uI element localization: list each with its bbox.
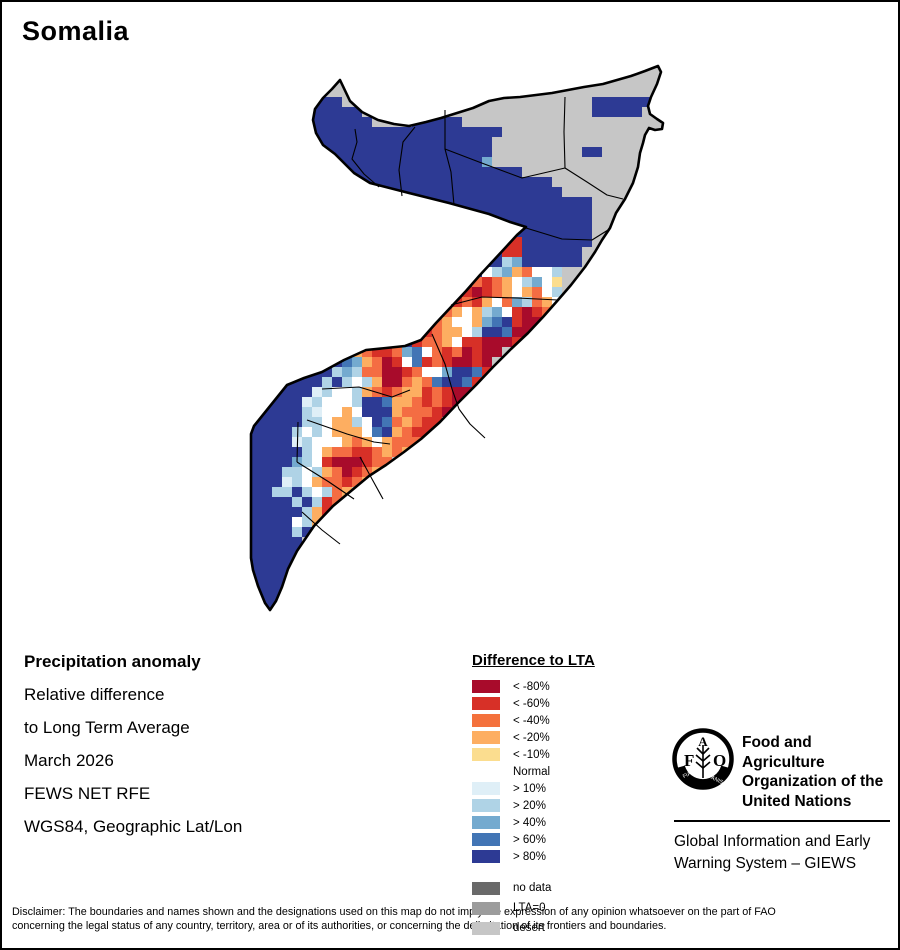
- legend-label: > 60%: [513, 833, 546, 846]
- legend-row: < -40%: [472, 712, 595, 729]
- fao-logo-icon: F A O FIAT PANIS: [672, 728, 734, 790]
- legend-swatch: [472, 714, 500, 727]
- map-info-block: Precipitation anomaly Relative differenc…: [24, 652, 242, 850]
- legend-swatch: [472, 765, 500, 778]
- legend-label: < -40%: [513, 714, 550, 727]
- admin-boundary-line: [301, 511, 341, 545]
- map-info-line: March 2026: [24, 751, 114, 770]
- svg-text:F: F: [684, 751, 694, 770]
- admin-boundaries: [296, 96, 624, 545]
- legend-row: > 10%: [472, 780, 595, 797]
- admin-boundary-line: [296, 421, 299, 463]
- admin-boundary-line: [306, 419, 391, 445]
- legend-row: < -10%: [472, 746, 595, 763]
- legend-label: < -20%: [513, 731, 550, 744]
- disclaimer-text: Disclaimer: The boundaries and names sho…: [12, 906, 776, 932]
- legend-rows: < -80% < -60% < -40% < -20% < -10% Normal > 10…: [472, 678, 595, 865]
- legend-row: < -80%: [472, 678, 595, 695]
- svg-text:FIAT: FIAT: [682, 769, 696, 780]
- legend-label: > 80%: [513, 850, 546, 863]
- admin-boundary-line: [564, 167, 624, 200]
- admin-boundary-line: [359, 456, 384, 500]
- legend-label: < -80%: [513, 680, 550, 693]
- legend-swatch: [472, 816, 500, 829]
- legend-swatch: [472, 731, 500, 744]
- admin-boundary-line: [351, 128, 380, 188]
- giews-label: Global Information and Early Warning Sys…: [674, 833, 871, 872]
- legend-row: > 20%: [472, 797, 595, 814]
- legend-swatch: [472, 881, 500, 895]
- fao-org-name: Food and Agriculture Organization of the…: [742, 734, 884, 810]
- legend-swatch: [472, 748, 500, 761]
- page-title: Somalia: [22, 16, 130, 46]
- wheat-ear-icon: [695, 745, 711, 778]
- legend-extra-rows: no data LTA=0 desert: [472, 878, 595, 938]
- legend-label: > 40%: [513, 816, 546, 829]
- legend-title: Difference to LTA: [472, 652, 595, 669]
- legend-row: > 60%: [472, 831, 595, 848]
- fao-block: F A O FIAT PANIS Food and Agriculture Or…: [672, 728, 892, 875]
- map-info-line: Relative difference: [24, 685, 165, 704]
- country-outline: [249, 64, 665, 612]
- legend-label: desert: [513, 922, 545, 934]
- legend-label: LTA=0: [513, 902, 546, 914]
- map-info-line: WGS84, Geographic Lat/Lon: [24, 817, 243, 836]
- svg-text:A: A: [698, 734, 708, 749]
- admin-boundary-line: [398, 126, 416, 197]
- legend-swatch: [472, 799, 500, 812]
- legend-row: > 80%: [472, 848, 595, 865]
- legend-swatch: [472, 782, 500, 795]
- legend-row: LTA=0: [472, 898, 595, 918]
- legend-label: < -60%: [513, 697, 550, 710]
- legend-label: no data: [513, 882, 552, 894]
- admin-boundary-line: [563, 96, 566, 169]
- fao-divider: [674, 820, 890, 822]
- legend-swatch: [472, 833, 500, 846]
- admin-boundary-line: [321, 386, 411, 398]
- legend-row: desert: [472, 918, 595, 938]
- legend-swatch: [472, 697, 500, 710]
- legend-row: Normal: [472, 763, 595, 780]
- admin-boundary-line: [431, 333, 486, 439]
- legend-row: < -20%: [472, 729, 595, 746]
- legend-label: < -10%: [513, 748, 550, 761]
- admin-boundary-line: [525, 227, 609, 241]
- legend-swatch: [472, 850, 500, 863]
- legend-swatch: [472, 680, 500, 693]
- legend: Difference to LTA < -80% < -60% < -40% < -2…: [472, 652, 595, 938]
- svg-text:O: O: [713, 751, 726, 770]
- admin-boundary-line: [296, 461, 355, 500]
- map-info-line: FEWS NET RFE: [24, 784, 151, 803]
- admin-boundary-line: [444, 148, 566, 179]
- admin-boundary-line: [450, 296, 559, 306]
- legend-label: > 10%: [513, 782, 546, 795]
- legend-swatch: [472, 921, 500, 935]
- map-info-line: to Long Term Average: [24, 718, 190, 737]
- legend-row: < -60%: [472, 695, 595, 712]
- map-info-heading: Precipitation anomaly: [24, 652, 201, 671]
- legend-label: > 20%: [513, 799, 546, 812]
- legend-swatch: [472, 901, 500, 915]
- legend-row: > 40%: [472, 814, 595, 831]
- legend-row: no data: [472, 878, 595, 898]
- admin-boundary-line: [444, 110, 455, 206]
- raster-cells: [251, 66, 663, 610]
- legend-label: Normal: [513, 765, 551, 778]
